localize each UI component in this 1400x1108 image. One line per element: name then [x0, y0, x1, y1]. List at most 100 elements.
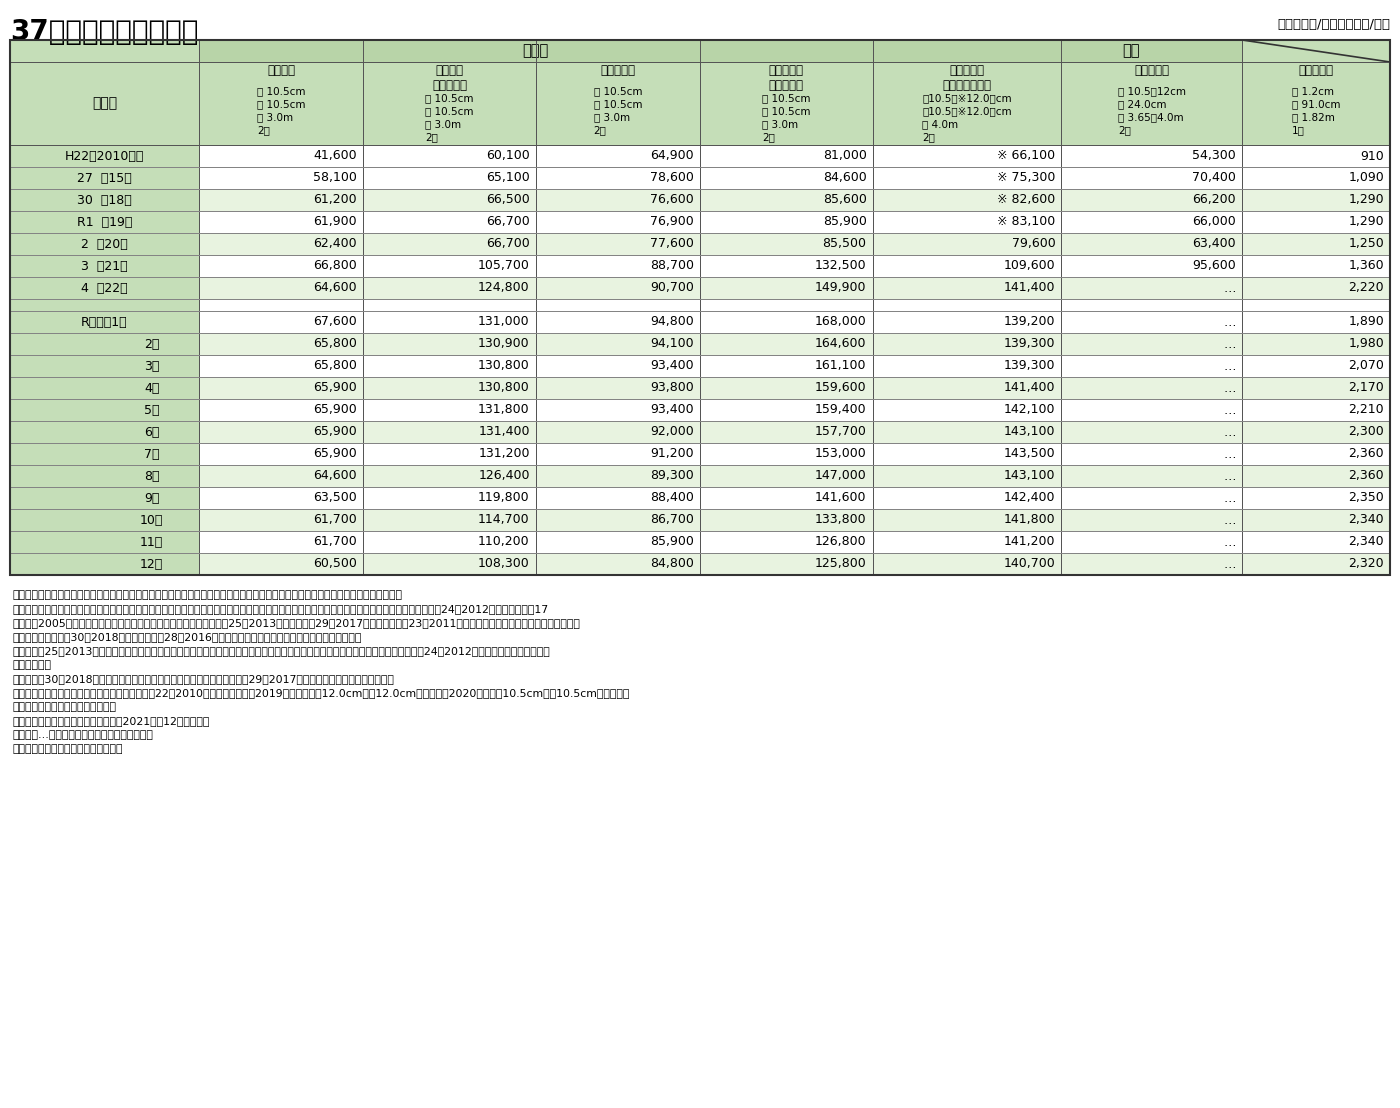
Text: 60,100: 60,100 — [486, 150, 529, 163]
Bar — [199, 553, 363, 575]
Bar — [1242, 399, 1390, 421]
Bar — [872, 334, 1061, 355]
Text: 1,250: 1,250 — [1348, 237, 1385, 250]
Bar — [536, 488, 700, 509]
Bar — [700, 421, 872, 443]
Bar — [872, 277, 1061, 299]
Text: 141,600: 141,600 — [815, 492, 867, 504]
Bar — [1061, 443, 1242, 465]
Text: 149,900: 149,900 — [815, 281, 867, 295]
Text: 67,600: 67,600 — [314, 316, 357, 328]
Text: 142,100: 142,100 — [1004, 403, 1056, 417]
Text: 143,500: 143,500 — [1004, 448, 1056, 461]
Bar — [1242, 377, 1390, 399]
Text: 60,500: 60,500 — [314, 557, 357, 571]
Bar — [363, 531, 536, 553]
Text: 6月: 6月 — [144, 425, 160, 439]
Bar — [872, 311, 1061, 334]
Bar — [363, 355, 536, 377]
Bar — [199, 167, 363, 189]
Text: 91,200: 91,200 — [651, 448, 694, 461]
Text: 143,100: 143,100 — [1004, 470, 1056, 482]
Bar — [363, 233, 536, 255]
Bar — [10, 465, 199, 488]
Text: 93,800: 93,800 — [650, 381, 694, 394]
Text: …: … — [1224, 281, 1236, 295]
Text: 70,400: 70,400 — [1193, 172, 1236, 185]
Bar — [1242, 145, 1390, 167]
Bar — [363, 465, 536, 488]
Bar — [700, 334, 872, 355]
Text: 132,500: 132,500 — [815, 259, 867, 273]
Text: 88,700: 88,700 — [650, 259, 694, 273]
Text: 4  （22）: 4 （22） — [81, 281, 127, 295]
Bar — [536, 211, 700, 233]
Bar — [363, 145, 536, 167]
Text: のであるため、連続しない。: のであるため、連続しない。 — [13, 702, 116, 712]
Bar — [363, 189, 536, 211]
Text: 65,800: 65,800 — [314, 359, 357, 372]
Text: …: … — [1224, 492, 1236, 504]
Text: 168,000: 168,000 — [815, 316, 867, 328]
Bar — [10, 233, 199, 255]
Text: 93,400: 93,400 — [651, 359, 694, 372]
Text: 130,800: 130,800 — [477, 381, 529, 394]
Bar — [199, 62, 363, 145]
Text: 85,900: 85,900 — [650, 535, 694, 548]
Text: ※ 66,100: ※ 66,100 — [997, 150, 1056, 163]
Text: …: … — [1224, 535, 1236, 548]
Bar — [1242, 40, 1390, 62]
Text: 95,600: 95,600 — [1193, 259, 1236, 273]
Bar — [363, 62, 536, 145]
Bar — [1061, 255, 1242, 277]
Bar — [536, 443, 700, 465]
Text: 131,000: 131,000 — [477, 316, 529, 328]
Text: 米マツ平角: 米マツ平角 — [1134, 64, 1169, 78]
Bar — [1061, 211, 1242, 233]
Bar — [363, 167, 536, 189]
Text: …: … — [1224, 381, 1236, 394]
Bar — [1242, 509, 1390, 531]
Text: 5月: 5月 — [144, 403, 160, 417]
Bar — [872, 553, 1061, 575]
Bar — [1061, 488, 1242, 509]
Bar — [363, 277, 536, 299]
Bar — [1242, 299, 1390, 311]
Text: 2,340: 2,340 — [1348, 513, 1385, 526]
Text: …: … — [1224, 425, 1236, 439]
Bar — [872, 233, 1061, 255]
Bar — [1061, 189, 1242, 211]
Bar — [872, 167, 1061, 189]
Text: 2,320: 2,320 — [1348, 557, 1385, 571]
Text: 64,900: 64,900 — [651, 150, 694, 163]
Text: R1  （19）: R1 （19） — [77, 215, 132, 228]
Text: ※ 75,300: ※ 75,300 — [997, 172, 1056, 185]
Bar — [872, 488, 1061, 509]
Bar — [363, 399, 536, 421]
Text: 65,100: 65,100 — [486, 172, 529, 185]
Bar — [1242, 255, 1390, 277]
Text: 141,200: 141,200 — [1004, 535, 1056, 548]
Bar — [363, 421, 536, 443]
Text: 910: 910 — [1361, 150, 1385, 163]
Bar — [1061, 299, 1242, 311]
Bar — [199, 255, 363, 277]
Text: 2,210: 2,210 — [1348, 403, 1385, 417]
Text: 76,900: 76,900 — [650, 215, 694, 228]
Text: 61,200: 61,200 — [314, 194, 357, 206]
Text: 141,400: 141,400 — [1004, 381, 1056, 394]
Bar — [10, 311, 199, 334]
Text: 2,350: 2,350 — [1348, 492, 1385, 504]
Text: 92,000: 92,000 — [650, 425, 694, 439]
Bar — [10, 62, 199, 145]
Bar — [872, 40, 1390, 62]
Bar — [199, 465, 363, 488]
Bar — [10, 299, 199, 311]
Text: 66,700: 66,700 — [486, 215, 529, 228]
Text: …: … — [1224, 557, 1236, 571]
Text: 139,300: 139,300 — [1004, 359, 1056, 372]
Text: 米ツガ正角
（防腐処理材）: 米ツガ正角 （防腐処理材） — [942, 64, 991, 92]
Text: 2,170: 2,170 — [1348, 381, 1385, 394]
Bar — [700, 62, 872, 145]
Text: 90,700: 90,700 — [650, 281, 694, 295]
